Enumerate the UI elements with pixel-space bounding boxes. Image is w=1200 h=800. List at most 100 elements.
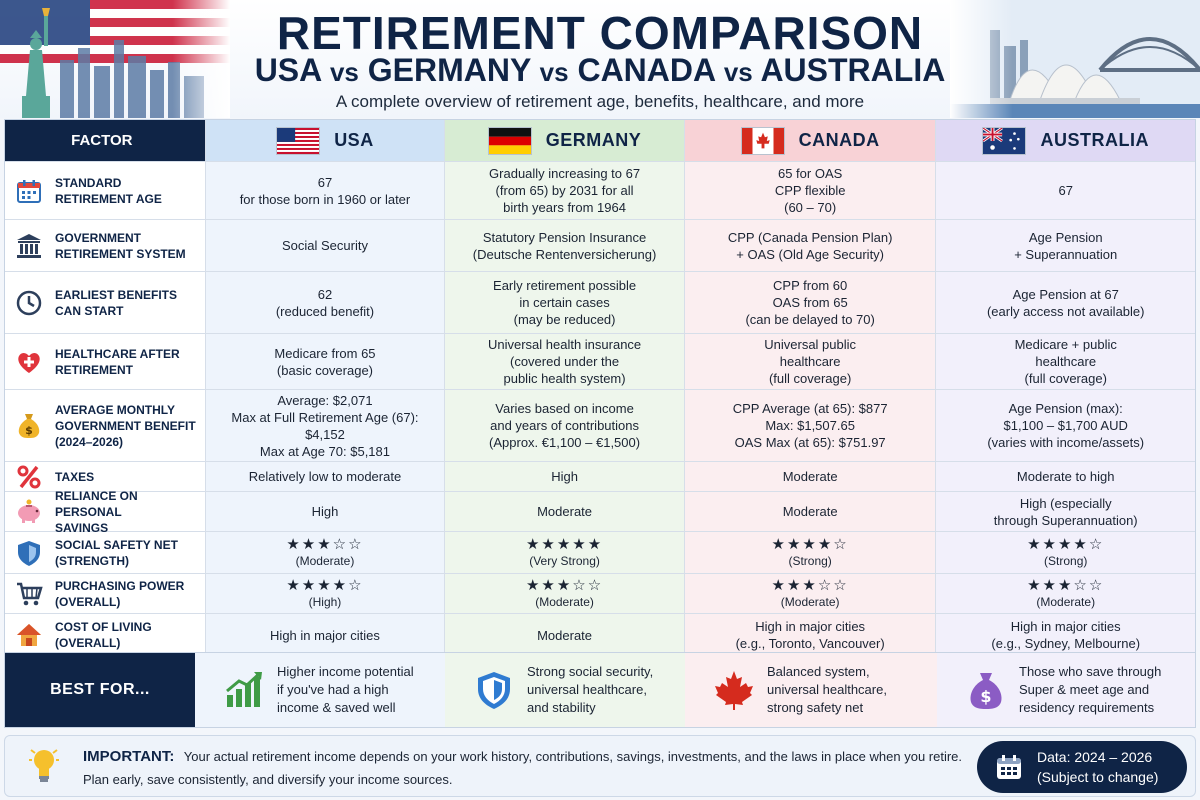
house-icon	[17, 624, 41, 646]
star-rating: ★★★☆☆	[525, 576, 604, 594]
money-bag-icon: $	[970, 673, 1002, 709]
value-cell-australia: High (especially through Superannuation)	[935, 492, 1195, 531]
factor-cell: EARLIEST BENEFITS CAN START	[5, 272, 205, 333]
factor-label: SOCIAL SAFETY NET (STRENGTH)	[55, 537, 178, 568]
value-cell-germany: Moderate	[444, 614, 684, 656]
data-period-line2: (Subject to change)	[1037, 769, 1159, 785]
factor-cell: STANDARD RETIREMENT AGE	[5, 162, 205, 219]
important-text: Your actual retirement income depends on…	[183, 749, 963, 764]
heart-icon	[18, 352, 40, 373]
factor-cell: PURCHASING POWER (OVERALL)	[5, 574, 205, 613]
star-rating: ★★★☆☆	[286, 535, 364, 553]
rating: ★★★☆☆ (Moderate)	[1027, 577, 1104, 611]
rating-label: (Moderate)	[535, 594, 594, 609]
factor-label: EARLIEST BENEFITS CAN START	[55, 287, 178, 318]
canada-flag-icon	[740, 126, 785, 155]
australia-flag-icon	[982, 126, 1027, 155]
star-rating: ★★★★☆	[286, 576, 364, 594]
best-for-canada: Balanced system, universal healthcare, s…	[685, 653, 937, 727]
factor-label: COST OF LIVING (OVERALL)	[55, 620, 152, 650]
value-cell-usa: 62 (reduced benefit)	[204, 272, 445, 333]
value-cell-germany: Early retirement possible in certain cas…	[444, 272, 684, 333]
shield-icon	[18, 540, 40, 566]
factor-label: AVERAGE MONTHLY GOVERNMENT BENEFIT (2024…	[55, 402, 196, 449]
subtitle-canada: CANADA	[577, 52, 715, 88]
value-cell-canada: ★★★☆☆ (Moderate)	[683, 574, 936, 613]
svg-text:$: $	[980, 687, 991, 706]
table-row: PURCHASING POWER (OVERALL) ★★★★☆ (High) ★★★…	[5, 574, 1195, 614]
lightbulb-icon	[29, 749, 59, 782]
factor-cell: $ AVERAGE MONTHLY GOVERNMENT BENEFIT (202…	[5, 390, 205, 461]
subtitle-vs: vs	[539, 57, 569, 87]
best-for-usa-text: Higher income potential if you've had a …	[277, 664, 414, 715]
data-period-line1: Data: 2024 – 2026	[1037, 749, 1153, 765]
rating-label: (Strong)	[1044, 553, 1088, 568]
value-cell-australia: Age Pension at 67 (early access not avai…	[935, 272, 1195, 333]
value-cell-germany: High	[444, 462, 684, 491]
table-row: COST OF LIVING (OVERALL) High in major ci…	[5, 614, 1195, 656]
column-header-germany: GERMANY	[444, 120, 684, 161]
header: RETIREMENT COMPARISON USA vs GERMANY vs …	[0, 0, 1200, 118]
best-for-usa: Higher income potential if you've had a …	[195, 653, 445, 727]
rating-label: (Very Strong)	[529, 553, 600, 568]
column-header-usa: USA	[204, 120, 445, 161]
value-cell-canada: Moderate	[683, 492, 936, 531]
value-cell-germany: Moderate	[444, 492, 684, 531]
value-cell-canada: Moderate	[683, 462, 936, 491]
value-cell-usa: ★★★★☆ (High)	[204, 574, 445, 613]
country-name-usa: USA	[334, 130, 374, 150]
subtitle-vs: vs	[329, 57, 359, 87]
value-cell-australia: ★★★★☆ (Strong)	[935, 532, 1195, 573]
value-cell-usa: Social Security	[204, 220, 445, 271]
subtitle-vs: vs	[723, 57, 753, 87]
value-cell-usa: Average: $2,071 Max at Full Retirement A…	[204, 390, 445, 461]
rating: ★★★☆☆ (Moderate)	[526, 577, 603, 611]
value-cell-usa: ★★★☆☆ (Moderate)	[204, 532, 445, 573]
country-name-germany: GERMANY	[545, 130, 642, 150]
data-period-text: Data: 2024 – 2026 (Subject to change)	[1037, 747, 1158, 787]
table-header-row: FACTOR USA GERMANY	[5, 120, 1195, 162]
factor-label: PURCHASING POWER (OVERALL)	[55, 578, 185, 609]
rating: ★★★★☆ (High)	[286, 577, 363, 611]
piggy-bank-icon	[18, 499, 40, 523]
value-cell-australia: ★★★☆☆ (Moderate)	[935, 574, 1195, 613]
value-cell-canada: High in major cities (e.g., Toronto, Van…	[683, 614, 936, 656]
value-cell-canada: 65 for OAS CPP flexible (60 – 70)	[683, 162, 936, 219]
rating-label: (Moderate)	[295, 553, 355, 568]
subtitle-usa: USA	[254, 52, 322, 88]
star-rating: ★★★☆☆	[1027, 576, 1105, 594]
star-rating: ★★★★☆	[1027, 535, 1105, 553]
clock-icon	[16, 290, 42, 315]
best-for-australia: $ Those who save through Super & meet ag…	[937, 653, 1195, 727]
rating: ★★★☆☆ (Moderate)	[286, 536, 363, 570]
page-subtitle: USA vs GERMANY vs CANADA vs AUSTRALIA	[0, 52, 1200, 89]
rating-label: (Strong)	[788, 553, 832, 568]
page-title: RETIREMENT COMPARISON	[276, 7, 924, 59]
factor-cell: HEALTHCARE AFTER RETIREMENT	[5, 334, 205, 389]
star-rating: ★★★★☆	[771, 535, 849, 553]
best-for-row: BEST FOR... Higher income potential if y…	[4, 652, 1196, 728]
important-note: IMPORTANT: Your actual retirement income…	[83, 748, 962, 765]
country-name-australia: AUSTRALIA	[1040, 130, 1149, 150]
star-rating: ★★★☆☆	[771, 576, 849, 594]
rating: ★★★★★ (Very Strong)	[526, 536, 603, 570]
subtitle-australia: AUSTRALIA	[760, 52, 946, 88]
value-cell-australia: High in major cities (e.g., Sydney, Melb…	[935, 614, 1195, 656]
value-cell-canada: CPP Average (at 65): $877 Max: $1,507.65…	[683, 390, 936, 461]
table-row: RELIANCE ON PERSONAL SAVINGS High Moderate…	[5, 489, 1195, 535]
value-cell-australia: 67	[935, 162, 1195, 219]
value-cell-canada: CPP (Canada Pension Plan) + OAS (Old Age…	[683, 220, 936, 271]
subtitle-germany: GERMANY	[367, 52, 531, 88]
footer-note: IMPORTANT: Your actual retirement income…	[4, 735, 1196, 797]
value-cell-usa: High in major cities	[204, 614, 445, 656]
australia-landmark-illustration	[950, 0, 1200, 118]
value-cell-germany: ★★★★★ (Very Strong)	[444, 532, 684, 573]
rating: ★★★★☆ (Strong)	[772, 536, 849, 570]
value-cell-australia: Age Pension + Superannuation	[935, 220, 1195, 271]
svg-text:$: $	[25, 424, 33, 437]
table-row: $ AVERAGE MONTHLY GOVERNMENT BENEFIT (202…	[5, 390, 1195, 462]
value-cell-australia: Age Pension (max): $1,100 – $1,700 AUD (…	[935, 390, 1195, 461]
value-cell-usa: High	[204, 492, 445, 531]
country-name-canada: CANADA	[798, 130, 880, 150]
important-label: IMPORTANT:	[83, 748, 175, 765]
